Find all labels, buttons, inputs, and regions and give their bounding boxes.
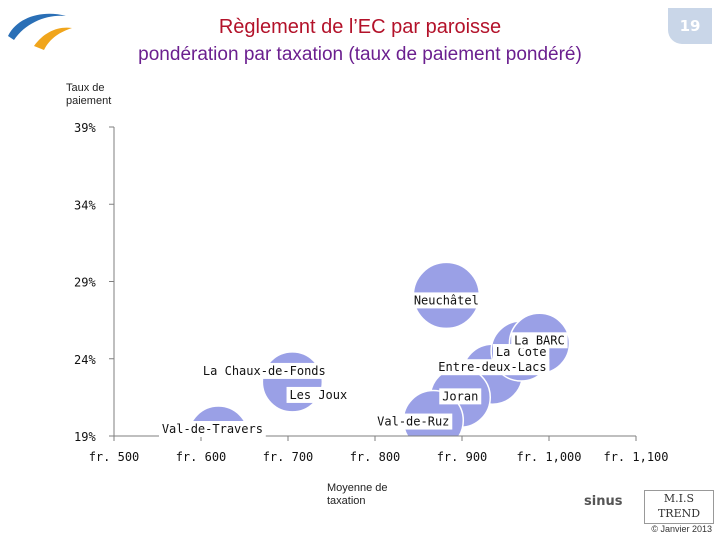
- page-number: 19: [668, 8, 712, 44]
- copyright: © Janvier 2013: [651, 524, 712, 534]
- x-tick-label: fr. 700: [263, 450, 314, 464]
- y-tick-label: 39%: [74, 121, 96, 135]
- bubble-label: Les Joux: [289, 388, 347, 402]
- bubble-label-bg: [286, 386, 351, 403]
- sinus-logo: sinus: [584, 494, 623, 509]
- bubble-label-bg: [410, 292, 482, 309]
- bubble-label-bg: [159, 421, 266, 437]
- mis-trend-line1: M.I.S: [663, 492, 695, 505]
- x-tick-label: fr. 1,100: [603, 450, 668, 464]
- company-logo: [8, 13, 72, 50]
- mis-trend-line2: TREND: [657, 507, 701, 520]
- x-tick-label: fr. 600: [176, 450, 227, 464]
- y-tick-label: 29%: [74, 276, 96, 290]
- x-tick-label: fr. 1,000: [516, 450, 581, 464]
- bubble-label-bg: [435, 359, 550, 376]
- bubble-label: Neuchâtel: [414, 293, 479, 307]
- y-tick-label: 24%: [74, 353, 96, 367]
- bubble-label-bg: [200, 362, 329, 379]
- x-tick-label: fr. 900: [437, 450, 488, 464]
- bubble-label: Val-de-Travers: [162, 422, 263, 436]
- bubble-label-bg: [439, 388, 482, 405]
- y-axis-title: Taux de paiement: [66, 82, 112, 107]
- y-tick-label: 19%: [74, 430, 96, 444]
- bubble-label: La BARC: [514, 333, 565, 347]
- bubble-label: La Chaux-de-Fonds: [203, 364, 326, 378]
- mis-trend-logo: M.I.S TREND: [644, 490, 714, 524]
- x-tick-label: fr. 800: [350, 450, 401, 464]
- bubble-label: La Côte: [496, 345, 547, 359]
- bubble-label: Joran: [442, 389, 478, 403]
- bubble-label: Val-de-Ruz: [377, 415, 449, 429]
- slide-subtitle: pondération par taxation (taux de paieme…: [138, 44, 582, 65]
- slide-title: Règlement de l’EC par paroisse: [218, 16, 502, 38]
- bubble-label-bg: [511, 332, 568, 349]
- x-axis-title: Moyenne de taxation: [327, 482, 388, 507]
- y-tick-label: 34%: [74, 198, 96, 212]
- bubble-label: Entre-deux-Lacs: [438, 360, 546, 374]
- bubble-label-bg: [374, 413, 453, 430]
- x-tick-label: fr. 500: [89, 450, 140, 464]
